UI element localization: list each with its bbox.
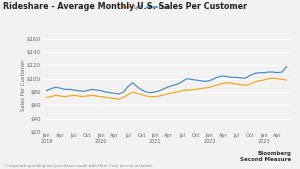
Text: Rideshare - Average Monthly U.S. Sales Per Customer: Rideshare - Average Monthly U.S. Sales P…: [3, 2, 247, 11]
Text: Bloomberg
Second Measure: Bloomberg Second Measure: [240, 151, 291, 162]
Y-axis label: Sales Per Customer: Sales Per Customer: [21, 59, 26, 111]
Text: * Corporate spending and purchases made with Uber Cash are not included.: * Corporate spending and purchases made …: [3, 164, 153, 168]
Legend: Lyft, Uber: Lyft, Uber: [120, 3, 174, 12]
